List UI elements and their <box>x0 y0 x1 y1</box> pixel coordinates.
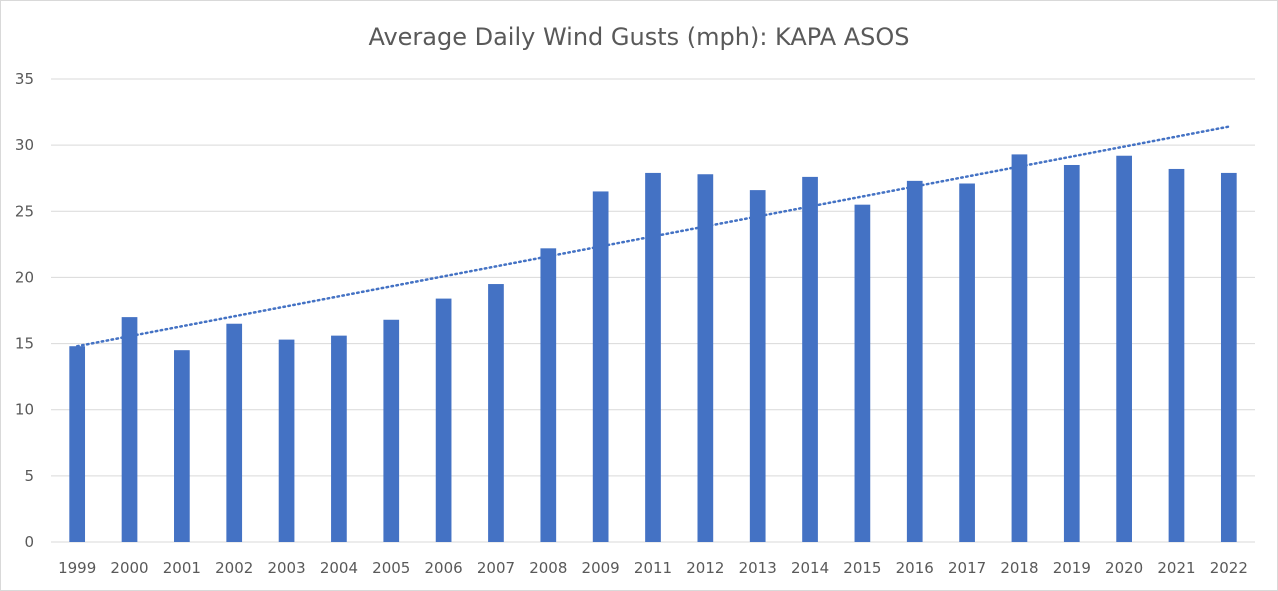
trendline-linear <box>75 125 1231 348</box>
bar-2011 <box>645 172 661 542</box>
x-tick-label-2019: 2019 <box>1053 559 1091 577</box>
bar-2000 <box>121 317 138 542</box>
bar-1999 <box>69 346 86 542</box>
bar-2008 <box>540 248 557 542</box>
y-tick-label-5: 5 <box>24 467 34 485</box>
x-tick-label-2001: 2001 <box>163 559 201 577</box>
bar-2014 <box>802 176 818 543</box>
bar-2016 <box>906 180 923 543</box>
x-tick-label-2017: 2017 <box>948 559 986 577</box>
chart-title: Average Daily Wind Gusts (mph): KAPA ASO… <box>368 23 910 51</box>
bar-2021 <box>1168 168 1185 542</box>
bar-2019 <box>1063 164 1080 542</box>
x-axis-ticks: 1999 2000 2001 2002 2003 2004 2005 2006 2007 2008… <box>58 559 1248 577</box>
x-tick-label-2009: 2009 <box>582 559 620 577</box>
bars <box>69 154 1237 543</box>
x-tick-label-2021: 2021 <box>1157 559 1195 577</box>
x-tick-label-2000: 2000 <box>110 559 148 577</box>
bar-2009 <box>592 191 609 542</box>
x-tick-label-2006: 2006 <box>425 559 463 577</box>
x-tick-label-2018: 2018 <box>1000 559 1038 577</box>
bar-2002 <box>226 323 243 542</box>
x-tick-label-2011: 2011 <box>634 559 672 577</box>
y-tick-label-0: 0 <box>24 533 34 551</box>
bar-2007 <box>488 284 504 542</box>
x-tick-label-2002: 2002 <box>215 559 253 577</box>
x-tick-label-2015: 2015 <box>843 559 881 577</box>
x-tick-label-2005: 2005 <box>372 559 410 577</box>
bar-2013 <box>749 190 766 542</box>
bar-2003 <box>278 339 295 542</box>
bar-2004 <box>331 335 347 542</box>
bar-2020 <box>1116 155 1132 542</box>
bar-2001 <box>174 350 190 542</box>
y-tick-label-20: 20 <box>15 268 34 286</box>
x-tick-label-2007: 2007 <box>477 559 515 577</box>
bar-2018 <box>1011 154 1028 542</box>
bar-2006 <box>435 298 452 542</box>
x-tick-label-2003: 2003 <box>267 559 305 577</box>
y-tick-label-30: 30 <box>15 136 34 154</box>
y-tick-label-10: 10 <box>15 401 34 419</box>
x-tick-label-2022: 2022 <box>1210 559 1248 577</box>
bar-2012 <box>697 174 714 542</box>
x-tick-label-2014: 2014 <box>791 559 829 577</box>
bar-2005 <box>383 319 400 542</box>
x-tick-label-2004: 2004 <box>320 559 358 577</box>
y-tick-label-25: 25 <box>15 202 34 220</box>
bar-2017 <box>959 183 975 542</box>
y-tick-label-15: 15 <box>15 335 34 353</box>
y-axis-ticks: 0 5 10 15 20 25 30 35 <box>15 70 34 551</box>
x-tick-label-2012: 2012 <box>686 559 724 577</box>
x-tick-label-1999: 1999 <box>58 559 96 577</box>
trendline <box>75 125 1231 348</box>
y-tick-label-35: 35 <box>15 70 34 88</box>
bar-2022 <box>1220 172 1237 542</box>
x-tick-label-2008: 2008 <box>529 559 567 577</box>
bar-2015 <box>854 204 871 542</box>
x-tick-label-2020: 2020 <box>1105 559 1143 577</box>
x-tick-label-2013: 2013 <box>739 559 777 577</box>
x-tick-label-2016: 2016 <box>896 559 934 577</box>
